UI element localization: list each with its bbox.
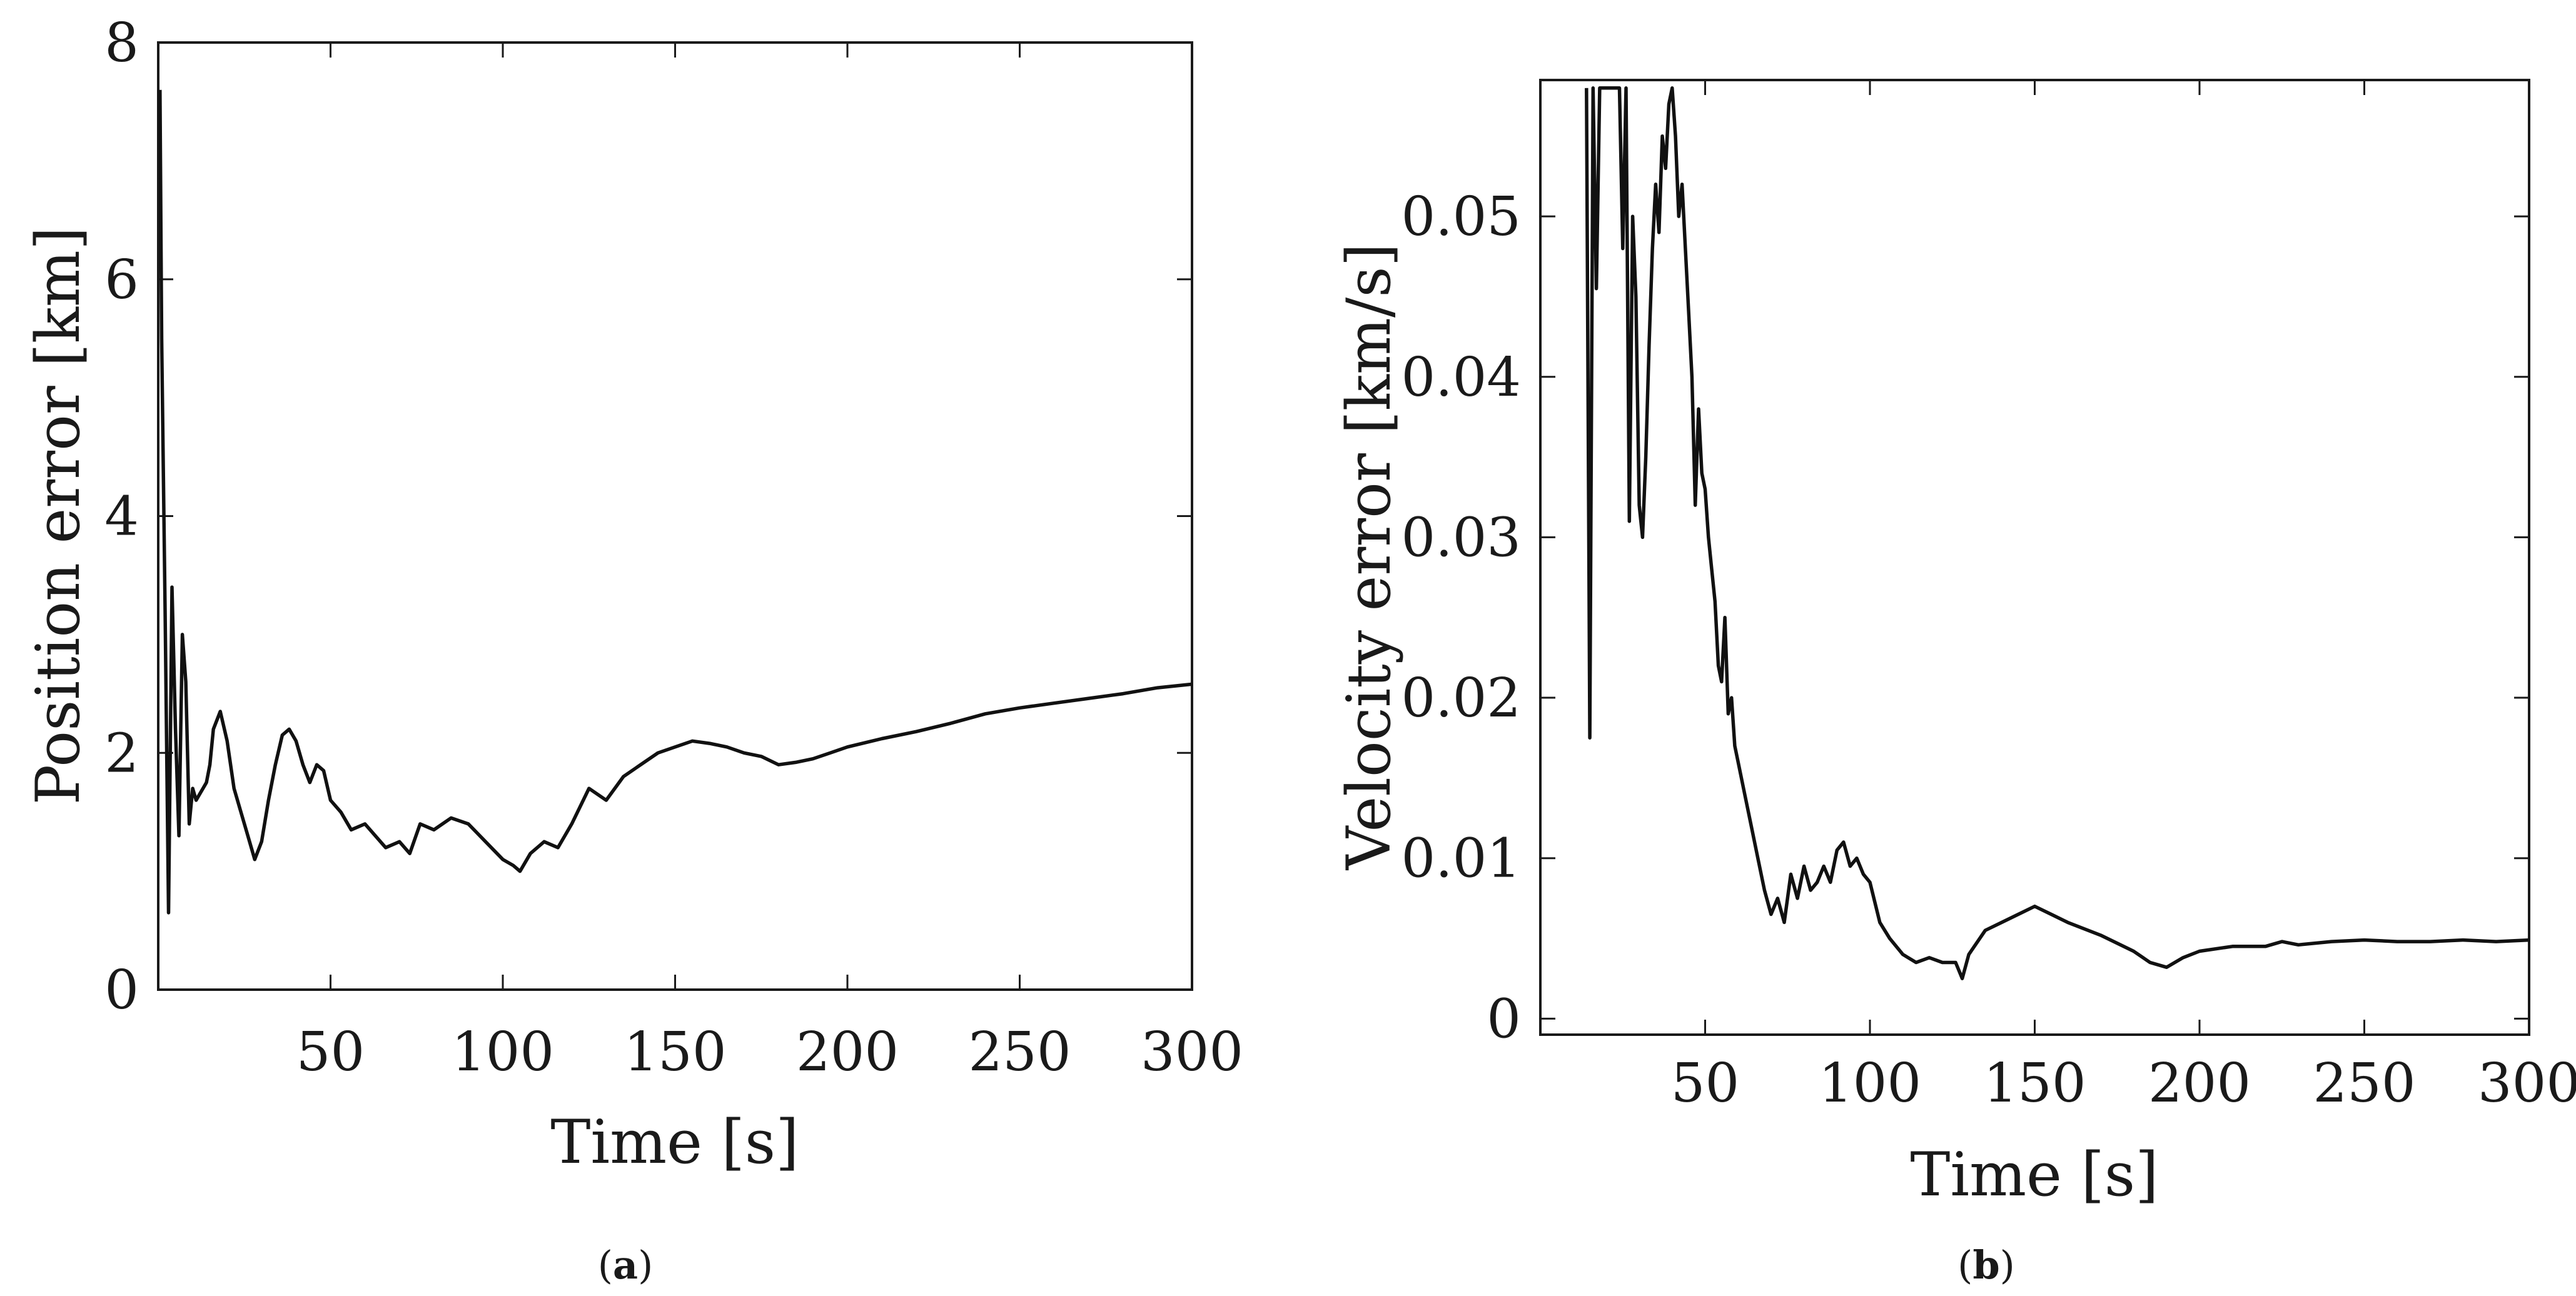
y-tick-label: 6 (104, 249, 139, 311)
caption: (a) (598, 1242, 654, 1288)
x-tick-label: 150 (624, 1021, 726, 1083)
panel-b-velocity-error: 50 100 150 200 250 300 00.010.020.030.040.05 … (1334, 79, 2576, 1288)
y-tick-label: 0.03 (1402, 506, 1521, 569)
y-tick-label: 0 (104, 959, 139, 1022)
tick-marks (1540, 80, 2530, 1035)
caption-open-paren: ( (598, 1242, 613, 1288)
x-tick-label: 200 (796, 1021, 899, 1083)
x-tick-label: 50 (1671, 1052, 1739, 1115)
x-tick-labels: 50 100 150 200 250 300 (296, 1021, 1243, 1083)
y-tick-label: 8 (104, 12, 139, 74)
y-tick-label: 0.01 (1402, 828, 1521, 890)
y-tick-label: 0 (1487, 988, 1521, 1050)
x-tick-label: 100 (1819, 1052, 1921, 1115)
series-group (158, 89, 1193, 915)
y-tick-labels: 0 0.01 0.02 0.03 0.04 0.05 (1402, 186, 1521, 1050)
caption-letter: b (1972, 1242, 1999, 1288)
tick-marks (158, 41, 1193, 991)
y-tick-label: 0.02 (1402, 667, 1521, 730)
x-axis-title: Time [s] (1910, 1140, 2158, 1210)
caption: (b) (1957, 1242, 2015, 1288)
x-tick-label: 200 (2148, 1052, 2251, 1115)
caption-close-paren: ) (638, 1242, 653, 1288)
series-line (1585, 86, 2530, 980)
x-axis-title: Time [s] (550, 1107, 799, 1177)
y-axis-title: Position error [km] (23, 227, 93, 805)
y-tick-label: 4 (104, 486, 139, 548)
series-line (158, 89, 1193, 915)
caption-close-paren: ) (2000, 1242, 2015, 1288)
x-tick-label: 150 (1983, 1052, 2086, 1115)
plot-frame (157, 41, 1193, 991)
caption-open-paren: ( (1957, 1242, 1972, 1288)
series-group (1585, 86, 2530, 980)
plot-frame (1539, 79, 2530, 1036)
x-tick-label: 100 (452, 1021, 554, 1083)
y-tick-label: 0.05 (1402, 186, 1521, 248)
y-axis-title: Velocity error [km/s] (1334, 243, 1404, 870)
x-tick-label: 50 (296, 1021, 365, 1083)
x-tick-label: 250 (968, 1021, 1071, 1083)
y-tick-label: 0.04 (1402, 346, 1521, 409)
x-tick-label: 250 (2313, 1052, 2415, 1115)
y-tick-label: 2 (104, 722, 139, 785)
x-tick-labels: 50 100 150 200 250 300 (1671, 1052, 2576, 1115)
caption-letter: a (613, 1242, 638, 1288)
y-tick-labels: 0 2 4 6 8 (104, 12, 139, 1022)
x-tick-label: 300 (1141, 1021, 1243, 1083)
x-tick-label: 300 (2478, 1052, 2576, 1115)
panel-a-position-error: 50 100 150 200 250 300 0 2 4 6 8 Time [s] Positio… (23, 12, 1243, 1288)
